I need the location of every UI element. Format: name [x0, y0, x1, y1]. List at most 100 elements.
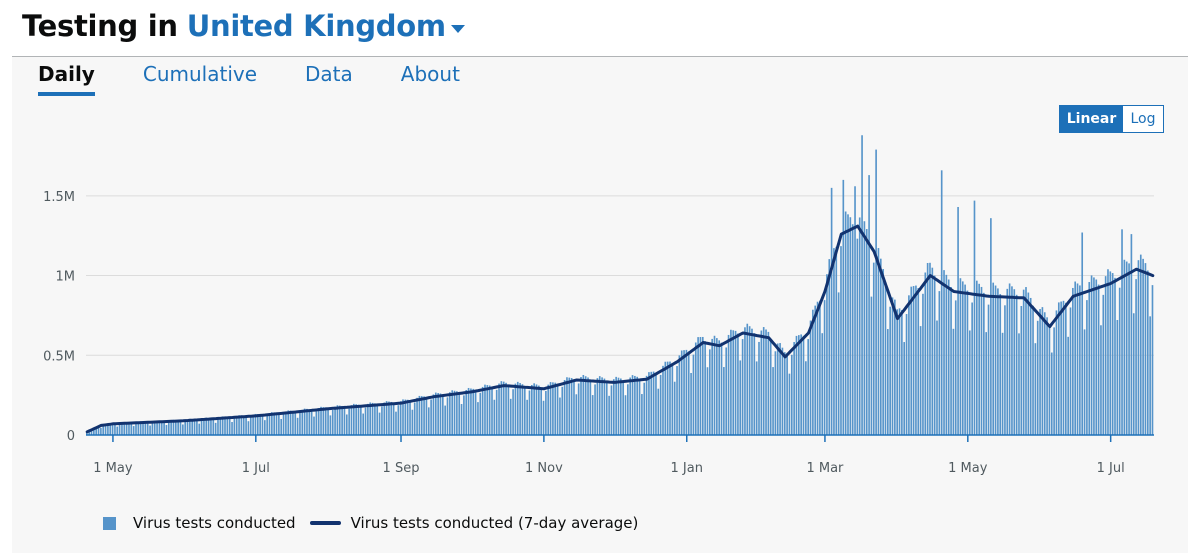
daily-test-bar — [961, 281, 964, 435]
daily-test-bar — [929, 262, 931, 435]
daily-test-bar — [423, 396, 425, 435]
chevron-down-icon[interactable] — [450, 25, 465, 33]
daily-test-bar — [95, 427, 98, 435]
daily-test-bar — [121, 422, 123, 435]
daily-test-bar — [699, 337, 702, 435]
daily-test-bar — [1076, 283, 1079, 435]
daily-test-bar — [212, 418, 215, 435]
daily-test-bar — [1149, 316, 1151, 435]
daily-test-bar — [526, 399, 528, 435]
daily-test-bar — [521, 384, 524, 435]
daily-test-bar — [451, 390, 454, 435]
tab-daily[interactable]: Daily — [38, 60, 95, 96]
daily-test-bar — [341, 405, 343, 435]
daily-test-bar — [634, 375, 636, 435]
daily-test-bar — [214, 422, 217, 435]
daily-test-bar — [245, 416, 247, 435]
daily-test-bar — [381, 406, 383, 435]
daily-test-bar — [163, 421, 165, 435]
daily-test-bar — [207, 417, 210, 435]
daily-test-bar — [680, 350, 683, 435]
daily-test-bar — [889, 306, 891, 435]
daily-test-bar — [854, 186, 856, 435]
daily-test-bar — [427, 407, 430, 435]
daily-test-bar — [793, 342, 795, 435]
daily-test-bar — [765, 329, 767, 435]
daily-test-bar — [102, 425, 105, 435]
page-title-prefix: Testing in — [22, 9, 178, 43]
daily-test-bar — [552, 382, 554, 435]
daily-test-bar — [219, 417, 222, 435]
daily-test-bar — [1011, 286, 1013, 435]
daily-test-bar — [540, 387, 543, 435]
daily-test-bar — [1114, 277, 1116, 435]
daily-test-bar — [966, 290, 969, 435]
tab-data[interactable]: Data — [305, 62, 353, 86]
daily-test-bar — [690, 373, 692, 435]
area-selector[interactable]: United Kingdom — [186, 9, 446, 43]
daily-test-bar — [275, 412, 278, 435]
daily-test-bar — [598, 376, 601, 435]
daily-test-bar — [912, 286, 915, 435]
daily-test-bar — [228, 417, 231, 435]
daily-test-bar — [97, 426, 100, 435]
daily-test-bar — [528, 390, 531, 435]
y-tick-label: 0.5M — [43, 349, 75, 364]
daily-test-bar — [285, 411, 287, 435]
daily-test-bar — [943, 270, 945, 435]
daily-test-bar — [1018, 333, 1020, 435]
daily-test-bar — [125, 422, 128, 435]
daily-test-bar — [231, 422, 233, 435]
daily-test-bar — [847, 214, 849, 435]
daily-test-bar — [280, 418, 283, 435]
daily-test-bar — [179, 420, 182, 435]
daily-test-bar — [507, 384, 510, 435]
daily-test-bar — [957, 206, 959, 435]
daily-test-bar — [627, 384, 629, 435]
daily-test-bar — [716, 338, 718, 435]
daily-test-bar — [917, 288, 920, 435]
legend-bar-label: Virus tests conducted — [133, 514, 296, 532]
daily-test-bar — [849, 217, 852, 435]
daily-test-bar — [310, 409, 313, 435]
daily-test-bar — [1135, 279, 1137, 435]
daily-test-bar — [629, 377, 632, 435]
daily-test-bar — [933, 275, 936, 435]
daily-test-bar — [442, 394, 444, 435]
daily-test-bar — [289, 410, 292, 435]
daily-test-bar — [425, 397, 428, 435]
daily-test-bar — [240, 415, 243, 435]
x-tick-label: 1 Jul — [242, 461, 270, 476]
tab-cumulative[interactable]: Cumulative — [142, 62, 258, 86]
daily-test-bar — [287, 410, 290, 435]
daily-test-bar — [657, 388, 660, 435]
daily-test-bar — [153, 421, 156, 435]
daily-test-bar — [282, 414, 285, 435]
daily-test-bar — [772, 367, 774, 435]
linear-scale-button[interactable]: Linear — [1060, 106, 1123, 132]
daily-test-bar — [182, 424, 184, 435]
daily-test-bar — [762, 327, 765, 435]
daily-test-bar — [345, 414, 348, 435]
log-scale-button[interactable]: Log — [1130, 111, 1156, 127]
tab-about[interactable]: About — [400, 62, 460, 86]
daily-test-bar — [786, 352, 788, 435]
daily-test-bar — [160, 420, 163, 435]
daily-test-bar — [1130, 234, 1133, 435]
daily-test-bar — [146, 422, 149, 435]
x-tick-label: 1 Mar — [806, 461, 844, 476]
daily-test-bar — [744, 327, 746, 435]
daily-test-bar — [118, 424, 121, 435]
daily-test-bar — [748, 326, 751, 435]
daily-test-bar — [329, 415, 332, 435]
daily-test-bar — [334, 406, 336, 435]
chart-legend: Virus tests conducted Virus tests conduc… — [103, 514, 638, 532]
daily-test-bar — [1069, 307, 1072, 435]
daily-test-bar — [950, 287, 952, 435]
daily-test-bar — [828, 259, 831, 435]
daily-test-bar — [395, 411, 397, 435]
daily-test-bar — [922, 293, 924, 435]
daily-test-bar — [369, 402, 372, 435]
daily-test-bar — [313, 416, 315, 435]
